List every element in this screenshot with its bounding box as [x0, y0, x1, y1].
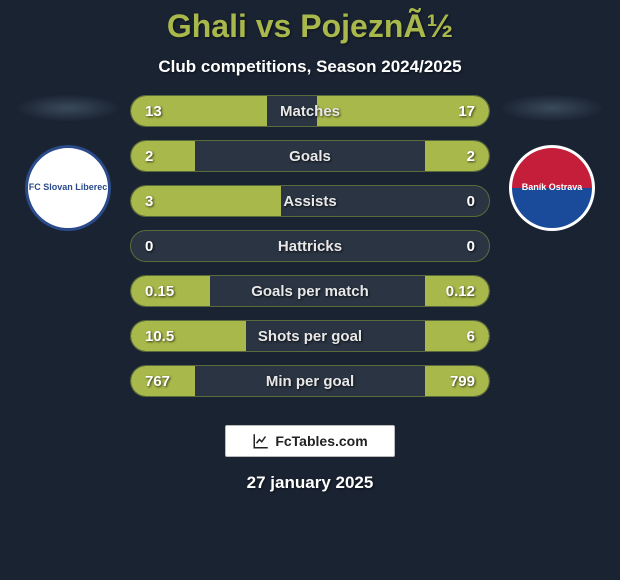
stat-row: 767Min per goal799 — [130, 365, 490, 397]
stat-label: Shots per goal — [201, 328, 419, 345]
player-platform-left — [18, 95, 118, 121]
stat-label: Hattricks — [201, 238, 419, 255]
stat-row: 13Matches17 — [130, 95, 490, 127]
stat-value-left: 3 — [131, 193, 201, 210]
stat-value-left: 13 — [131, 103, 201, 120]
team-badge-right: Baník Ostrava — [509, 145, 595, 231]
stat-value-left: 0 — [131, 238, 201, 255]
stat-value-right: 0.12 — [419, 283, 489, 300]
stat-row: 2Goals2 — [130, 140, 490, 172]
comparison-card: Ghali vs PojeznÃ½ Club competitions, Sea… — [0, 0, 620, 493]
stat-value-left: 0.15 — [131, 283, 201, 300]
main-row: FC Slovan Liberec 13Matches17 2Goals2 3Ass… — [0, 95, 620, 397]
team-badge-left-label: FC Slovan Liberec — [29, 183, 108, 193]
team-badge-right-label: Baník Ostrava — [522, 183, 583, 193]
stat-value-right: 799 — [419, 373, 489, 390]
stat-label: Goals per match — [201, 283, 419, 300]
stat-value-right: 2 — [419, 148, 489, 165]
stat-value-right: 17 — [419, 103, 489, 120]
left-side: FC Slovan Liberec — [18, 95, 118, 231]
stat-label: Goals — [201, 148, 419, 165]
date-text: 27 january 2025 — [0, 473, 620, 493]
player-platform-right — [502, 95, 602, 121]
stat-row: 0Hattricks0 — [130, 230, 490, 262]
page-title: Ghali vs PojeznÃ½ — [0, 8, 620, 45]
stat-value-right: 0 — [419, 193, 489, 210]
stat-value-right: 0 — [419, 238, 489, 255]
stat-label: Min per goal — [201, 373, 419, 390]
footer-brand-text: FcTables.com — [275, 433, 367, 449]
stat-row: 3Assists0 — [130, 185, 490, 217]
stat-label: Assists — [201, 193, 419, 210]
chart-icon — [252, 432, 270, 450]
stat-value-left: 767 — [131, 373, 201, 390]
team-badge-left: FC Slovan Liberec — [25, 145, 111, 231]
subtitle: Club competitions, Season 2024/2025 — [0, 57, 620, 77]
stat-row: 0.15Goals per match0.12 — [130, 275, 490, 307]
stat-label: Matches — [201, 103, 419, 120]
stat-value-left: 2 — [131, 148, 201, 165]
right-side: Baník Ostrava — [502, 95, 602, 231]
footer-brand: FcTables.com — [225, 425, 395, 457]
stat-value-left: 10.5 — [131, 328, 201, 345]
stat-row: 10.5Shots per goal6 — [130, 320, 490, 352]
stat-value-right: 6 — [419, 328, 489, 345]
stats-column: 13Matches172Goals23Assists00Hattricks00.… — [130, 95, 490, 397]
